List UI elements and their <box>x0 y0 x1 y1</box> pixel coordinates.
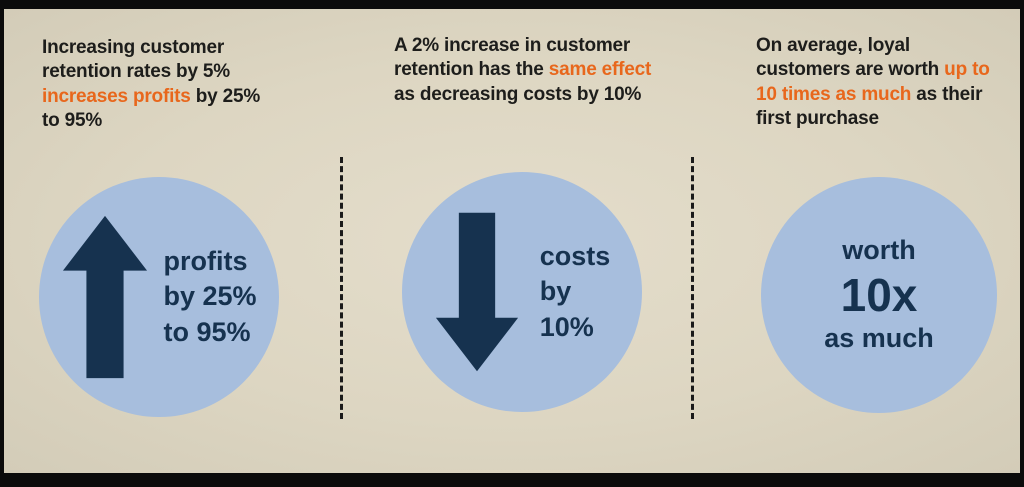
up-arrow-icon <box>63 215 148 379</box>
heading-text: A 2% increase in customer retention has … <box>394 35 631 81</box>
panel-3-heading: On average, loyal customers are worth up… <box>756 34 996 131</box>
worth-circle: worth 10x as much <box>761 177 997 413</box>
heading-text: On average, loyal customers are worth <box>756 35 945 81</box>
heading-text: by 25% to 95% <box>42 85 261 131</box>
heading-text: as their first purchase <box>756 83 983 129</box>
worth-circle-label: worth 10x as much <box>824 233 934 356</box>
costs-circle-label: costs by 10% <box>540 239 611 344</box>
circle-line: as much <box>824 323 934 354</box>
heading-text: Increasing customer retention rates by 5… <box>42 37 230 83</box>
profits-circle-label: profits by 25% to 95% <box>163 244 256 349</box>
circle-line: 10% <box>539 311 594 342</box>
panel-2-heading: A 2% increase in customer retention has … <box>394 34 664 107</box>
circle-line: costs <box>539 241 611 272</box>
heading-text: as decreasing costs by 10% <box>394 83 642 105</box>
circle-line: worth <box>842 235 916 266</box>
circle-line: profits <box>163 246 248 277</box>
circle-line-emphasis: 10x <box>840 268 918 321</box>
circle-line: by 25% <box>163 281 257 312</box>
profits-circle: profits by 25% to 95% <box>39 177 279 417</box>
circle-line: by <box>539 276 572 307</box>
down-arrow-icon <box>435 212 518 372</box>
heading-accent: increases profits <box>42 85 191 107</box>
circle-line: to 95% <box>163 316 251 347</box>
heading-accent: up to 10 times as much <box>756 59 990 105</box>
costs-circle: costs by 10% <box>402 172 642 412</box>
heading-accent: same effect <box>548 59 652 81</box>
panel-1-heading: Increasing customer retention rates by 5… <box>42 36 282 133</box>
dashed-divider <box>340 157 343 419</box>
dashed-divider <box>691 157 694 419</box>
